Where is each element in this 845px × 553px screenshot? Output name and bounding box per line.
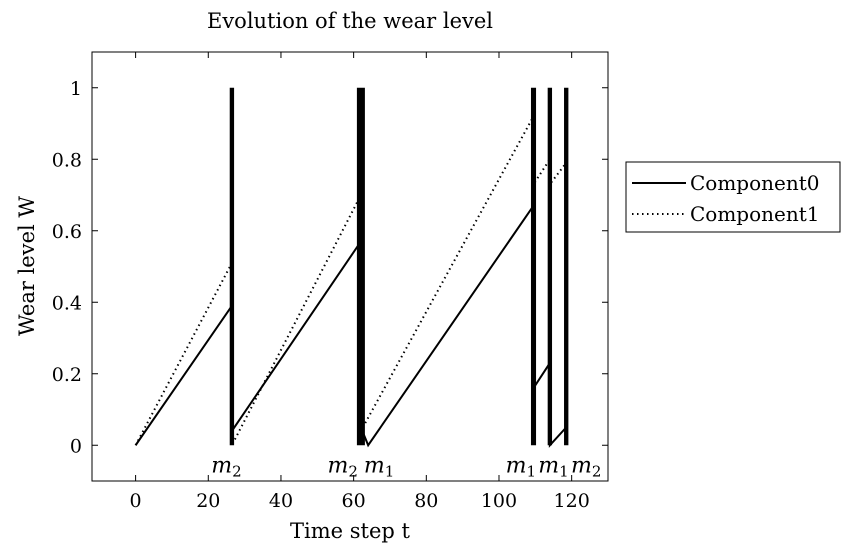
legend-label-component0: Component0 — [690, 171, 820, 195]
maintenance-label-0: m2 — [211, 453, 241, 480]
x-tick-label-120: 120 — [554, 490, 590, 512]
maintenance-annotations: m2 m2 m1 m1 m1 m2 — [211, 453, 601, 480]
maintenance-bars — [229, 87, 569, 446]
plot-frame — [91, 51, 609, 482]
x-tick-label-0: 0 — [130, 490, 142, 512]
series-lines — [134, 115, 568, 448]
maintenance-label-4: m1 — [538, 453, 568, 480]
x-tick-label-20: 20 — [196, 490, 220, 512]
maintenance-bar-3 — [547, 87, 553, 446]
axis-ticks: 0 20 40 60 80 100 120 0 0.2 0.4 0.6 0.8 1 — [52, 52, 608, 512]
x-tick-label-100: 100 — [481, 490, 517, 512]
maintenance-bar-4 — [564, 87, 569, 446]
legend-label-component1: Component1 — [690, 202, 820, 226]
x-tick-label-40: 40 — [269, 490, 293, 512]
y-tick-label-0: 0 — [70, 435, 82, 457]
maintenance-label-3: m1 — [506, 453, 536, 480]
y-tick-label-0.8: 0.8 — [52, 149, 82, 171]
y-tick-label-1: 1 — [70, 78, 82, 100]
maintenance-label-1: m2 — [328, 453, 358, 480]
y-tick-label-0.4: 0.4 — [52, 292, 82, 314]
maintenance-label-5: m2 — [571, 453, 601, 480]
y-tick-label-0.2: 0.2 — [52, 364, 82, 386]
y-axis-title: Wear level W — [15, 196, 39, 336]
x-tick-label-60: 60 — [342, 490, 366, 512]
chart-title: Evolution of the wear level — [207, 9, 493, 33]
legend-box — [625, 161, 841, 233]
x-axis-title: Time step t — [290, 519, 411, 543]
series-line-component1 — [134, 115, 568, 446]
legend: Component0 Component1 — [625, 161, 841, 233]
maintenance-bar-0 — [229, 87, 235, 446]
series-line-component0 — [134, 202, 567, 448]
maintenance-label-2: m1 — [364, 453, 394, 480]
x-tick-label-80: 80 — [414, 490, 438, 512]
y-tick-label-0.6: 0.6 — [52, 221, 82, 243]
